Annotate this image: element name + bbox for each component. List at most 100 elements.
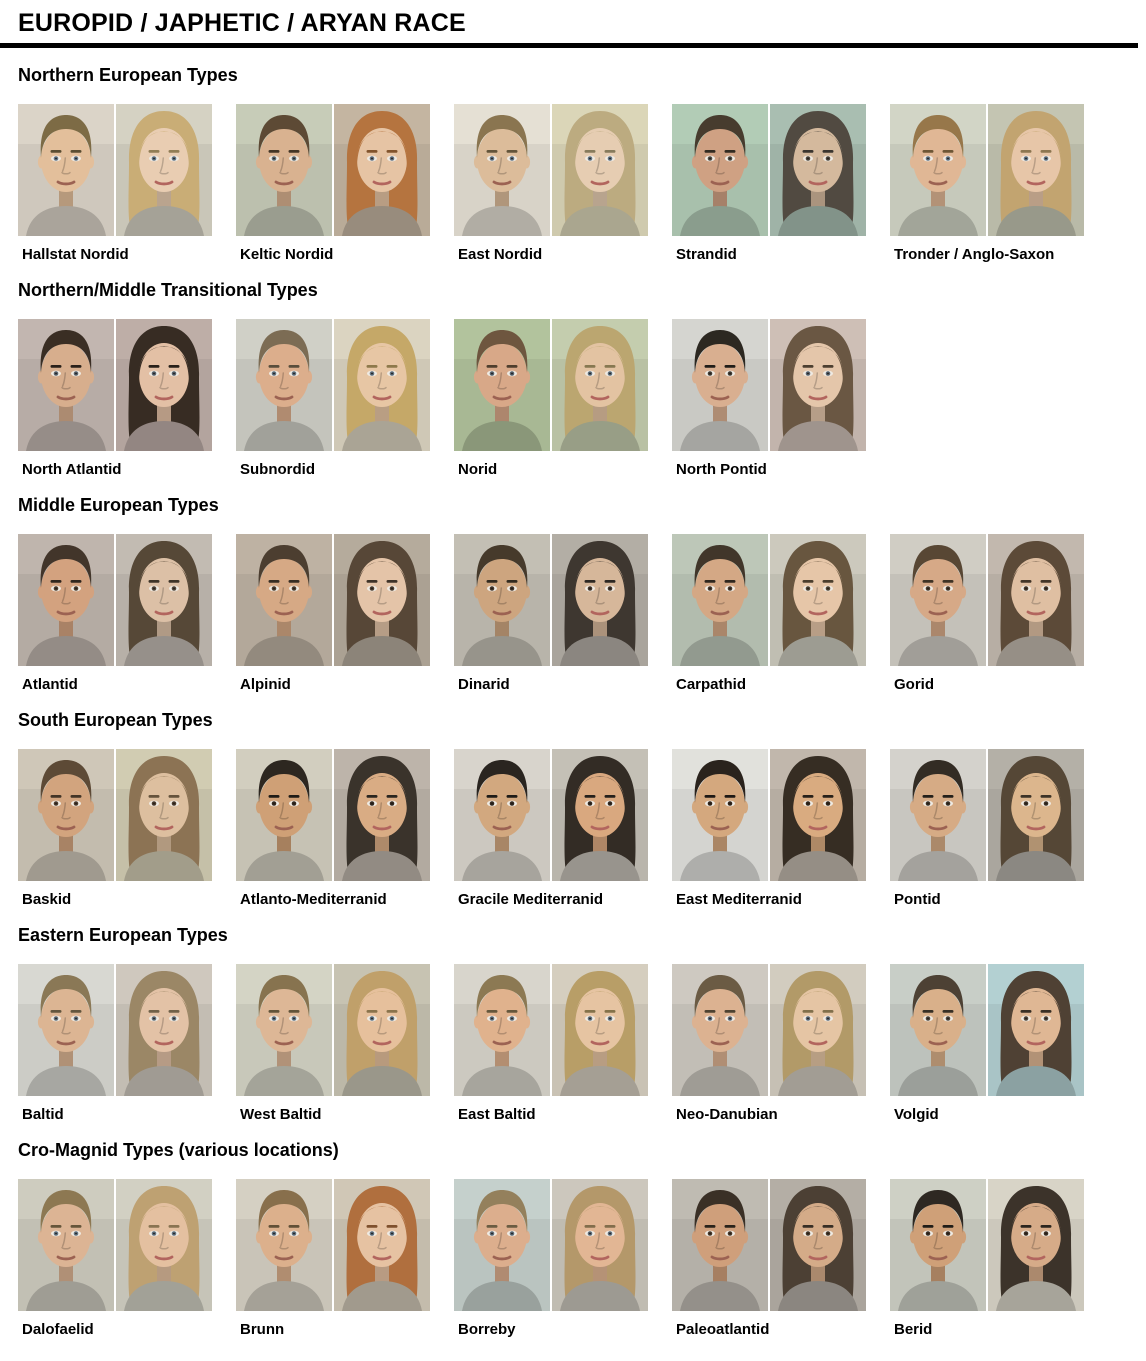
portrait-pair <box>672 964 866 1096</box>
female-composite-photo <box>770 104 866 236</box>
face-illustration <box>236 534 332 666</box>
female-composite-photo <box>988 749 1084 881</box>
female-composite-photo <box>988 964 1084 1096</box>
face-illustration <box>116 319 212 451</box>
male-composite-photo <box>454 534 550 666</box>
face-illustration <box>672 964 768 1096</box>
type-entry: Hallstat Nordid <box>18 104 212 263</box>
type-row: Atlantid Alpinid Dinarid Carpathid Gorid <box>0 534 1146 693</box>
type-entry: Berid <box>890 1179 1084 1338</box>
face-illustration <box>18 1179 114 1311</box>
male-composite-photo <box>236 534 332 666</box>
face-illustration <box>988 749 1084 881</box>
female-composite-photo <box>116 104 212 236</box>
face-illustration <box>334 104 430 236</box>
face-illustration <box>770 964 866 1096</box>
type-entry: Strandid <box>672 104 866 263</box>
female-composite-photo <box>116 1179 212 1311</box>
type-section: Middle European Types Atlantid Alpinid Dina… <box>0 495 1146 693</box>
type-label: East Baltid <box>458 1106 536 1123</box>
type-label: Berid <box>894 1321 933 1338</box>
face-illustration <box>890 104 986 236</box>
male-composite-photo <box>236 964 332 1096</box>
male-composite-photo <box>18 534 114 666</box>
face-illustration <box>454 104 550 236</box>
female-composite-photo <box>988 104 1084 236</box>
male-composite-photo <box>236 1179 332 1311</box>
type-entry: Norid <box>454 319 648 478</box>
male-composite-photo <box>18 749 114 881</box>
type-entry: Neo-Danubian <box>672 964 866 1123</box>
portrait-pair <box>672 1179 866 1311</box>
male-composite-photo <box>18 964 114 1096</box>
portrait-pair <box>236 534 430 666</box>
face-illustration <box>672 319 768 451</box>
type-section: Northern/Middle Transitional Types North … <box>0 280 1146 478</box>
face-illustration <box>552 104 648 236</box>
female-composite-photo <box>552 749 648 881</box>
face-illustration <box>454 319 550 451</box>
male-composite-photo <box>236 749 332 881</box>
type-sections-container: Northern European Types Hallstat Nordid Ke… <box>0 65 1146 1338</box>
type-label: Atlantid <box>22 676 78 693</box>
type-label: Volgid <box>894 1106 939 1123</box>
female-composite-photo <box>552 534 648 666</box>
type-label: Norid <box>458 461 498 478</box>
female-composite-photo <box>116 749 212 881</box>
type-entry: Carpathid <box>672 534 866 693</box>
face-illustration <box>116 749 212 881</box>
male-composite-photo <box>672 749 768 881</box>
male-composite-photo <box>18 1179 114 1311</box>
male-composite-photo <box>890 104 986 236</box>
face-illustration <box>770 319 866 451</box>
male-composite-photo <box>454 964 550 1096</box>
face-illustration <box>116 964 212 1096</box>
face-illustration <box>454 749 550 881</box>
portrait-pair <box>890 749 1084 881</box>
type-row: Baltid West Baltid East Baltid Neo-Danubian… <box>0 964 1146 1123</box>
face-illustration <box>18 534 114 666</box>
male-composite-photo <box>672 1179 768 1311</box>
female-composite-photo <box>552 964 648 1096</box>
face-illustration <box>552 1179 648 1311</box>
title-underline-rule <box>0 43 1138 48</box>
type-label: Dalofaelid <box>22 1321 94 1338</box>
male-composite-photo <box>454 1179 550 1311</box>
female-composite-photo <box>770 534 866 666</box>
portrait-pair <box>890 1179 1084 1311</box>
type-entry: Atlanto-Mediterranid <box>236 749 430 908</box>
male-composite-photo <box>454 749 550 881</box>
female-composite-photo <box>988 1179 1084 1311</box>
portrait-pair <box>890 534 1084 666</box>
female-composite-photo <box>334 104 430 236</box>
male-composite-photo <box>454 319 550 451</box>
female-composite-photo <box>334 319 430 451</box>
face-illustration <box>988 104 1084 236</box>
face-illustration <box>672 534 768 666</box>
type-entry: Atlantid <box>18 534 212 693</box>
male-composite-photo <box>18 104 114 236</box>
face-illustration <box>552 964 648 1096</box>
face-illustration <box>334 319 430 451</box>
male-composite-photo <box>672 534 768 666</box>
male-composite-photo <box>890 749 986 881</box>
type-label: Keltic Nordid <box>240 246 334 263</box>
face-illustration <box>454 534 550 666</box>
portrait-pair <box>236 749 430 881</box>
type-section: South European Types Baskid Atlanto-Medite… <box>0 710 1146 908</box>
type-label: Neo-Danubian <box>676 1106 778 1123</box>
face-illustration <box>988 1179 1084 1311</box>
type-label: West Baltid <box>240 1106 322 1123</box>
section-heading: Middle European Types <box>18 495 219 515</box>
male-composite-photo <box>236 319 332 451</box>
male-composite-photo <box>672 104 768 236</box>
female-composite-photo <box>334 1179 430 1311</box>
male-composite-photo <box>890 1179 986 1311</box>
type-label: Strandid <box>676 246 737 263</box>
female-composite-photo <box>770 964 866 1096</box>
type-label: East Nordid <box>458 246 543 263</box>
female-composite-photo <box>552 1179 648 1311</box>
male-composite-photo <box>890 964 986 1096</box>
portrait-pair <box>18 1179 212 1311</box>
type-row: Dalofaelid Brunn Borreby Paleoatlantid Berid <box>0 1179 1146 1338</box>
